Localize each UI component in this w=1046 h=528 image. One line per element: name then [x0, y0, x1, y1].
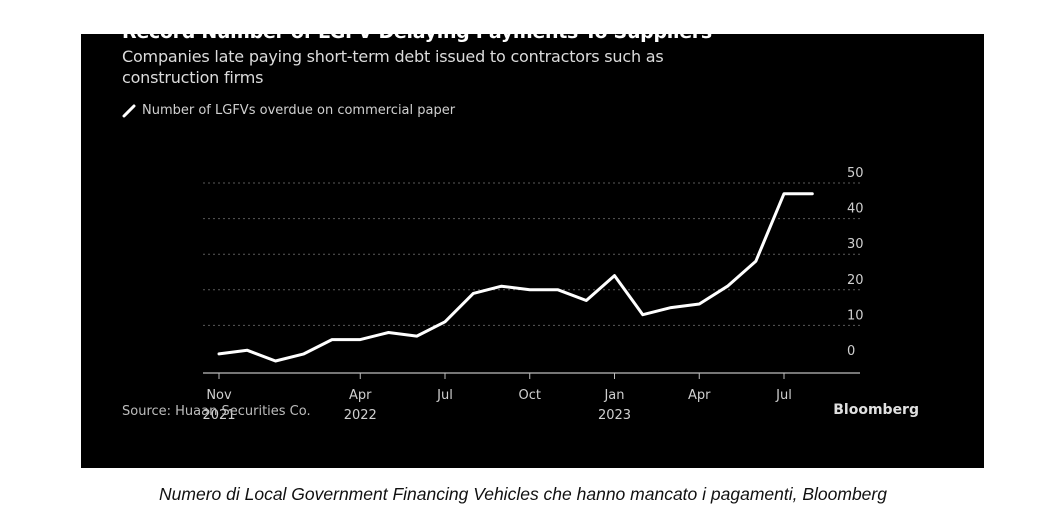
x-tick-label: Apr	[688, 388, 711, 403]
x-tick-label: Nov	[206, 388, 232, 403]
brand-logo: Bloomberg	[833, 402, 919, 418]
x-tick-year-label: 2021	[202, 408, 235, 423]
x-tick-label: Jan	[603, 388, 624, 403]
x-tick-label: Oct	[519, 388, 541, 403]
legend-label: Number of LGFVs overdue on commercial pa…	[142, 103, 456, 118]
legend: Number of LGFVs overdue on commercial pa…	[122, 102, 455, 120]
y-tick-label: 40	[847, 202, 864, 217]
line-swatch-icon	[122, 104, 136, 118]
x-tick-label: Apr	[349, 388, 372, 403]
x-tick-year-label: 2022	[344, 408, 377, 423]
chart-subtitle: Companies late paying short-term debt is…	[122, 47, 664, 87]
y-tick-label: 30	[847, 237, 864, 252]
chart-panel	[81, 34, 984, 468]
y-tick-label: 0	[847, 344, 855, 359]
chart-title: Record Number of LGFV Delaying Payments …	[122, 21, 712, 43]
x-tick-label: Jul	[775, 388, 792, 403]
x-tick-year-label: 2023	[598, 408, 631, 423]
y-tick-label: 50	[847, 166, 864, 181]
series-line	[217, 192, 814, 363]
y-tick-label: 10	[847, 308, 864, 323]
image-caption: Numero di Local Government Financing Veh…	[159, 484, 887, 504]
x-tick-label: Jul	[436, 388, 453, 403]
source-note: Source: Huaan Securities Co.	[122, 404, 311, 419]
y-tick-label: 20	[847, 273, 864, 288]
